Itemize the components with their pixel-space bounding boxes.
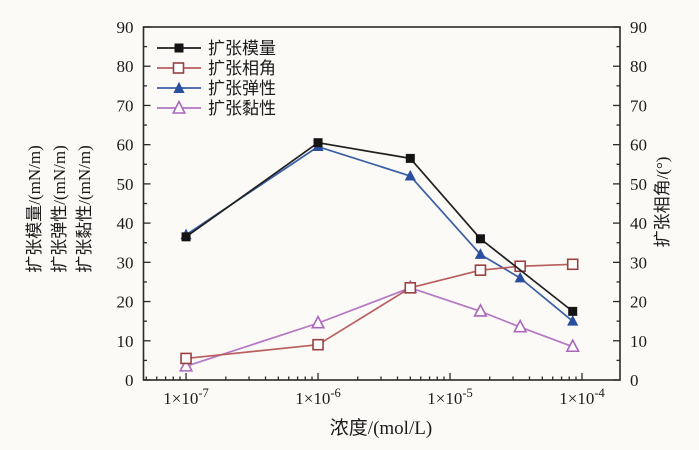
series-phase-angle-marker (566, 258, 579, 271)
legend-label-viscosity: 扩张黏性 (208, 99, 276, 118)
y-tick-label-left: 90 (117, 18, 134, 37)
series-modulus-marker (181, 232, 191, 242)
y-tick-label-left: 0 (125, 371, 134, 390)
series-viscosity-marker (565, 338, 580, 353)
series-viscosity-marker (178, 358, 194, 372)
y-tick-label-left: 40 (117, 214, 134, 233)
series-modulus-marker (475, 234, 485, 244)
series-elasticity-marker (474, 248, 487, 259)
legend-marker-open-triangle-icon (171, 99, 187, 114)
series-modulus-line (185, 141, 574, 313)
y-tick-label-right: 10 (630, 332, 647, 351)
y-tick-label-left: 30 (117, 253, 134, 272)
y-tick-label-left: 60 (117, 136, 134, 155)
series-viscosity-marker (310, 314, 326, 329)
series-elasticity-marker (404, 169, 416, 181)
axis-ticks: 0 0 10 10 20 20 30 30 40 40 50 50 60 60 70 70 80 80 90 90 1×… (117, 18, 648, 408)
y-axis-title-viscosity: 扩张黏性/(mN/m) (75, 145, 94, 273)
legend-marker-filled-square-icon (174, 43, 184, 53)
x-tick-label: 1×10-6 (295, 386, 341, 408)
y-axis-title-phase-angle: 扩张相角/(°) (653, 157, 672, 248)
legend: 扩张模量 扩张相角 扩张弹性 扩张黏性 (157, 39, 276, 118)
series-phase-angle-marker (312, 338, 324, 351)
series-modulus-marker (405, 153, 415, 163)
series-phase-angle-marker (474, 264, 487, 276)
y-tick-label-right: 50 (630, 175, 647, 194)
y-tick-label-right: 80 (630, 57, 647, 76)
series-modulus-marker (568, 306, 578, 316)
x-axis-title: 浓度/(mol/L) (330, 417, 432, 439)
legend-item-elasticity: 扩张弹性 (157, 79, 276, 98)
y-axis-title-elasticity: 扩张弹性/(mN/m) (50, 145, 69, 273)
y-axis-title-modulus: 扩张模量/(mN/m) (25, 145, 44, 273)
y-tick-label-right: 40 (630, 214, 647, 233)
legend-marker-filled-triangle-icon (173, 81, 185, 93)
legend-item-phase-angle: 扩张相角 (157, 59, 276, 78)
y-tick-label-left: 80 (117, 57, 134, 76)
legend-marker-open-square-icon (172, 62, 185, 74)
legend-label-modulus: 扩张模量 (208, 39, 276, 58)
series-phase-angle-marker (404, 282, 417, 294)
series-viscosity-marker (473, 303, 488, 317)
series-elasticity-marker (514, 271, 526, 283)
series-viscosity-marker (513, 318, 528, 333)
series-elasticity-line (185, 145, 574, 322)
legend-label-elasticity: 扩张弹性 (208, 79, 276, 98)
y-tick-label-right: 90 (630, 18, 647, 37)
x-tick-label: 1×10-7 (163, 386, 209, 408)
x-tick-label: 1×10-5 (427, 386, 473, 408)
series-modulus-marker (313, 138, 323, 148)
legend-item-modulus: 扩张模量 (157, 39, 276, 58)
data-series (178, 138, 580, 372)
y-tick-label-right: 70 (630, 96, 647, 115)
y-tick-label-right: 0 (630, 371, 639, 390)
series-viscosity-line (185, 286, 573, 368)
series-elasticity-marker (567, 314, 579, 326)
plot-frame (142, 26, 621, 381)
y-tick-label-right: 60 (630, 136, 647, 155)
y-tick-label-left: 20 (117, 293, 134, 312)
y-tick-label-left: 10 (117, 332, 134, 351)
series-phase-angle-marker (180, 352, 192, 365)
series-phase-angle-line (185, 263, 573, 360)
y-tick-label-right: 30 (630, 253, 647, 272)
y-tick-label-left: 50 (117, 175, 134, 194)
y-tick-label-left: 70 (117, 96, 134, 115)
legend-label-phase-angle: 扩张相角 (208, 59, 276, 78)
x-tick-label: 1×10-4 (559, 386, 605, 408)
legend-item-viscosity: 扩张黏性 (157, 99, 276, 118)
y-tick-label-right: 20 (630, 293, 647, 312)
